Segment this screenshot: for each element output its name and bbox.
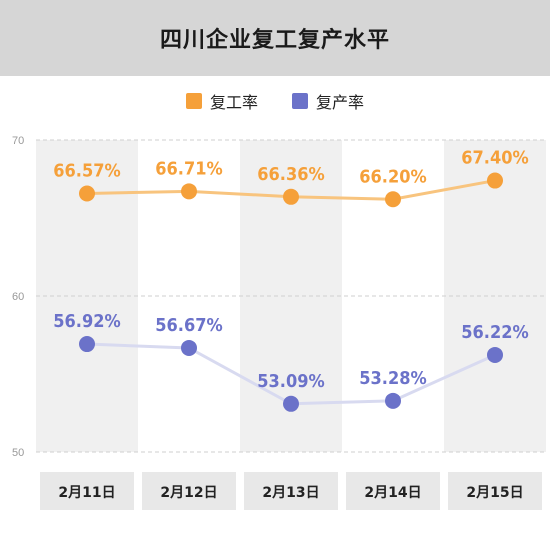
legend-item-series-1: 复工率 <box>185 89 258 113</box>
legend-swatch-series-1 <box>185 93 202 109</box>
legend-label-series-1: 复工率 <box>209 93 258 112</box>
data-label-s1-3: 66.36% <box>257 164 324 185</box>
x-tick-label-5: 2月15日 <box>466 485 523 501</box>
legend: 复工率 复产率 <box>0 88 550 114</box>
x-category-box-5 <box>448 472 542 510</box>
legend-item-series-2: 复产率 <box>292 89 364 113</box>
data-label-s2-1: 56.92% <box>53 311 120 332</box>
legend-label-series-2: 复产率 <box>316 93 365 112</box>
legend-swatch-series-2 <box>292 93 308 109</box>
data-label-s1-4: 66.20% <box>359 166 426 187</box>
data-point-s1-3 <box>283 188 299 205</box>
data-point-s2-5 <box>487 346 503 363</box>
data-label-s2-5: 56.22% <box>461 322 528 343</box>
y-tick-label-60: 60 <box>12 291 24 303</box>
data-label-s2-3: 53.09% <box>257 371 324 392</box>
x-tick-label-3: 2月13日 <box>262 485 319 501</box>
data-point-s2-4 <box>385 392 401 409</box>
x-category-box-3 <box>244 472 338 510</box>
data-label-s2-4: 53.28% <box>359 368 426 389</box>
x-category-box-1 <box>40 472 134 510</box>
chart-title: 四川企业复工复产水平 <box>159 28 390 53</box>
x-tick-label-1: 2月11日 <box>58 485 115 501</box>
y-tick-label-70: 70 <box>12 135 24 147</box>
data-label-s1-2: 66.71% <box>155 158 222 179</box>
data-label-s2-2: 56.67% <box>155 315 222 336</box>
x-tick-label-4: 2月14日 <box>364 485 421 501</box>
data-point-s1-5 <box>487 172 503 189</box>
data-point-s2-2 <box>181 339 197 356</box>
data-label-s1-1: 66.57% <box>53 161 120 182</box>
x-category-box-2 <box>142 472 236 510</box>
data-point-s1-2 <box>181 183 197 200</box>
data-point-s1-1 <box>79 185 95 202</box>
x-category-box-4 <box>346 472 440 510</box>
x-tick-label-2: 2月12日 <box>160 485 217 501</box>
data-point-s2-1 <box>79 336 95 353</box>
chart-header: 四川企业复工复产水平 <box>0 0 550 76</box>
data-point-s2-3 <box>283 395 299 412</box>
y-tick-label-50: 50 <box>12 447 24 459</box>
data-point-s1-4 <box>385 191 401 208</box>
data-label-s1-5: 67.40% <box>461 148 528 169</box>
